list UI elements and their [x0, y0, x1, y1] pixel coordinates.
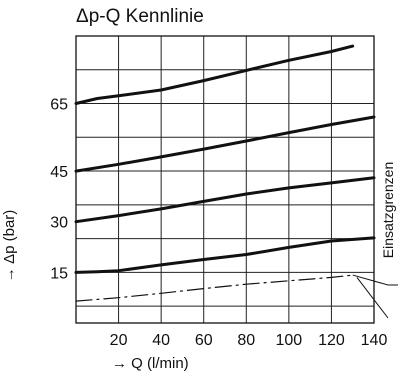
x-tick-label: 80 — [237, 332, 255, 349]
plot-frame — [75, 35, 375, 324]
annotation-label: Einsatzgrenzen — [380, 162, 396, 259]
plot-border — [75, 35, 375, 324]
y-tick-label: 65 — [50, 97, 68, 114]
series-line-2 — [74, 115, 376, 173]
annotation-leader-line — [352, 274, 389, 286]
series-lines — [74, 44, 376, 302]
y-tick-label: 30 — [50, 215, 68, 232]
chart-title: Δp-Q Kennlinie — [76, 6, 204, 27]
series-line-limit — [75, 274, 354, 302]
x-axis-label: → Q (l/min) — [112, 355, 189, 372]
x-tick-label: 140 — [361, 332, 388, 349]
x-tick-labels: 20 40 60 80 100 120 140 — [110, 332, 388, 349]
series-line-1 — [74, 176, 376, 224]
y-tick-labels: 15 30 45 65 — [50, 97, 68, 283]
x-tick-label: 120 — [318, 332, 345, 349]
x-tick-label: 60 — [195, 332, 213, 349]
x-tick-label: 20 — [110, 332, 128, 349]
series-line-3 — [74, 44, 355, 105]
y-axis-label: → Δp (bar) — [1, 210, 18, 283]
annotation-leader-line — [356, 277, 389, 319]
y-tick-label: 15 — [50, 265, 68, 282]
x-tick-label: 40 — [152, 332, 170, 349]
y-tick-label: 45 — [50, 164, 68, 181]
x-tick-label: 100 — [276, 332, 303, 349]
grid — [76, 36, 374, 323]
annotation-leaders — [352, 274, 398, 319]
series-line-0 — [74, 236, 376, 274]
